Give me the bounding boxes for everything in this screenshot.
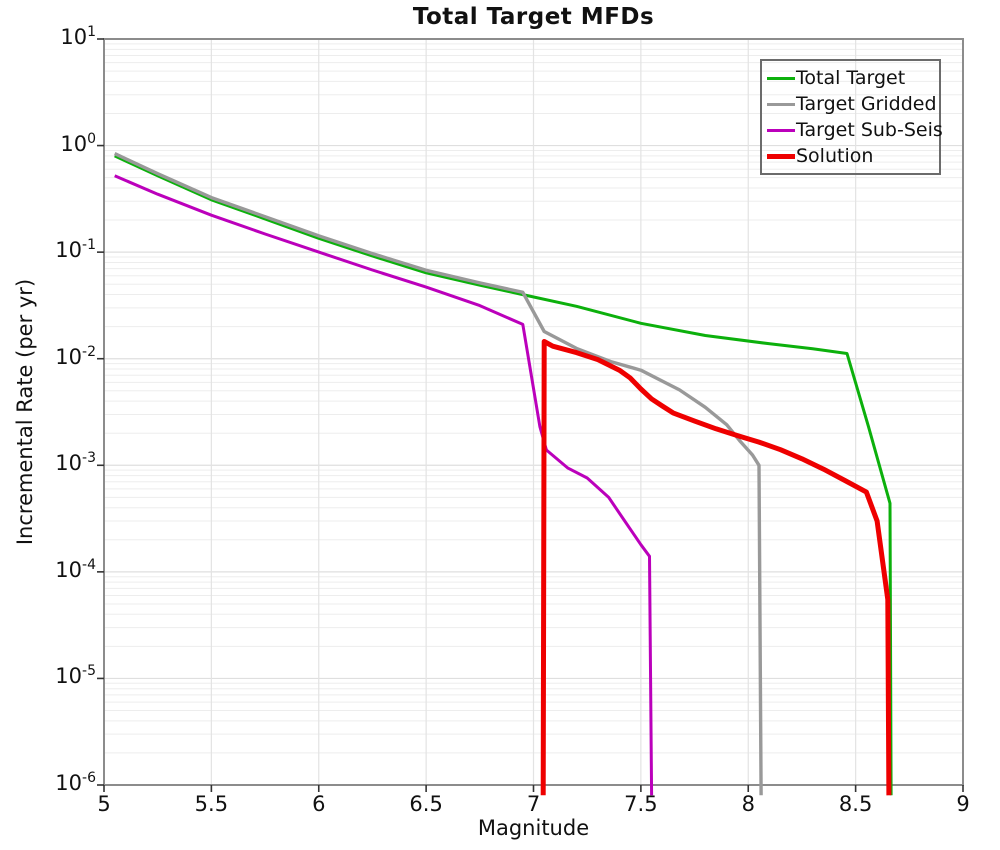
legend-item-solution: Solution <box>767 143 937 169</box>
x-tick-label: 6 <box>312 792 326 816</box>
y-tick-label: 10-2 <box>55 343 96 369</box>
x-tick-label: 8 <box>741 792 755 816</box>
legend-swatch <box>767 102 795 106</box>
legend-item-target-sub-seis: Target Sub-Seis <box>767 117 943 143</box>
x-tick-label: 7 <box>526 792 541 816</box>
x-axis-label: Magnitude <box>477 816 590 840</box>
y-tick-label: 10-6 <box>55 770 96 795</box>
legend: Total Target Target Gridded Target Sub-Sei… <box>760 59 943 175</box>
x-tick-label: 9 <box>956 792 970 816</box>
legend-label: Target Gridded <box>796 93 937 115</box>
y-tick-label: 10-3 <box>55 450 96 476</box>
x-tick-label: 6.5 <box>409 792 443 816</box>
legend-label: Total Target <box>796 67 906 89</box>
series-line-target-sub-seis <box>114 174 654 796</box>
x-tick-label: 7.5 <box>624 792 658 816</box>
legend-swatch <box>767 76 795 80</box>
x-tick-label: 5.5 <box>194 792 229 816</box>
legend-label: Solution <box>796 145 874 167</box>
legend-item-target-gridded: Target Gridded <box>767 91 937 117</box>
legend-swatch <box>767 128 795 132</box>
chart-title: Total Target MFDs <box>412 4 655 30</box>
plot-area <box>97 38 964 796</box>
y-tick-label: 10-1 <box>55 237 96 263</box>
legend-item-total-target: Total Target <box>767 65 937 91</box>
y-tick-label: 100 <box>60 130 96 156</box>
x-tick-label: 8.5 <box>838 792 873 816</box>
series-line-total-target <box>114 154 893 796</box>
legend-label: Target Sub-Seis <box>796 119 943 141</box>
y-tick-label: 10-5 <box>55 663 96 689</box>
y-tick-label: 101 <box>60 24 96 49</box>
legend-swatch <box>767 153 795 159</box>
series-line-solution <box>540 339 892 796</box>
x-tick-label: 5 <box>97 792 111 816</box>
y-axis-label: Incremental Rate (per yr) <box>13 278 37 546</box>
y-axis-label-column: Incremental Rate (per yr) <box>4 0 46 824</box>
y-tick-label: 10-4 <box>55 556 96 582</box>
